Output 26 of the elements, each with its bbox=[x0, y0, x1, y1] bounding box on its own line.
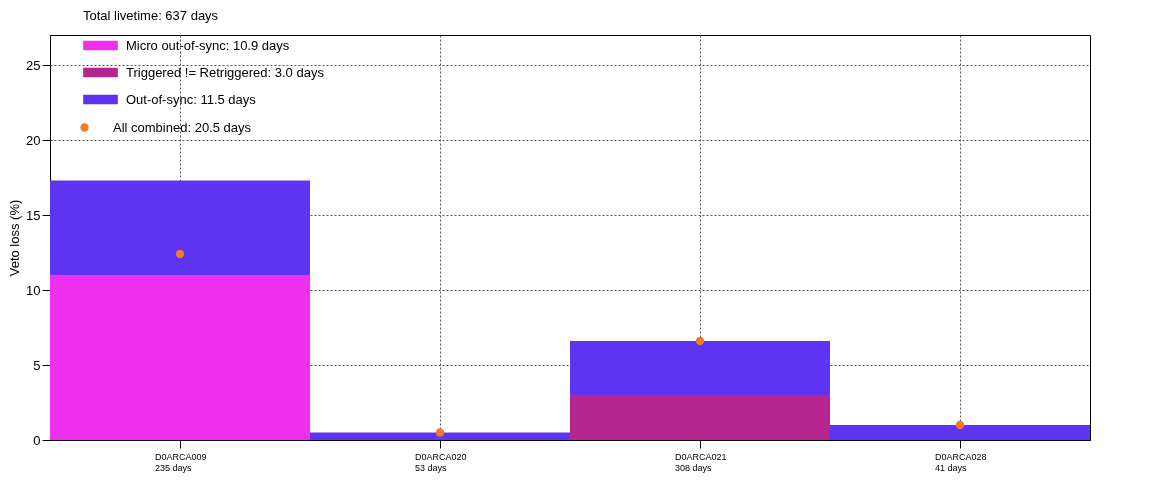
legend-label: All combined: 20.5 days bbox=[113, 119, 252, 135]
x-tick-label: D0ARCA021 308 days bbox=[675, 451, 727, 473]
legend-title: Total livetime: 637 days bbox=[83, 8, 219, 23]
y-tick-label: 0 bbox=[33, 432, 41, 448]
x-tick-label: D0ARCA028 41 days bbox=[935, 451, 987, 473]
legend-label: Out-of-sync: 11.5 days bbox=[126, 91, 257, 107]
x-tick-label: D0ARCA009 235 days bbox=[155, 451, 207, 473]
point bbox=[175, 249, 185, 259]
y-tick-label: 15 bbox=[26, 207, 41, 223]
y-tick-label: 20 bbox=[26, 132, 41, 148]
bar bbox=[570, 341, 830, 395]
point bbox=[695, 336, 705, 346]
y-tick-label: 25 bbox=[26, 57, 41, 73]
point bbox=[435, 428, 445, 437]
point bbox=[955, 420, 965, 430]
y-tick-label: 10 bbox=[26, 282, 41, 298]
bar bbox=[830, 425, 1090, 440]
legend-label: Micro out-of-sync: 10.9 days bbox=[126, 37, 290, 53]
bar bbox=[310, 432, 570, 440]
legend-label: Triggered != Retriggered: 3.0 days bbox=[126, 64, 325, 80]
bar bbox=[50, 180, 310, 275]
y-tick-label: 5 bbox=[33, 357, 41, 373]
x-tick-label: D0ARCA020 53 days bbox=[415, 451, 467, 473]
bar bbox=[50, 275, 310, 440]
bar bbox=[570, 395, 830, 440]
y-axis-title: Veto loss (%) bbox=[7, 199, 23, 277]
